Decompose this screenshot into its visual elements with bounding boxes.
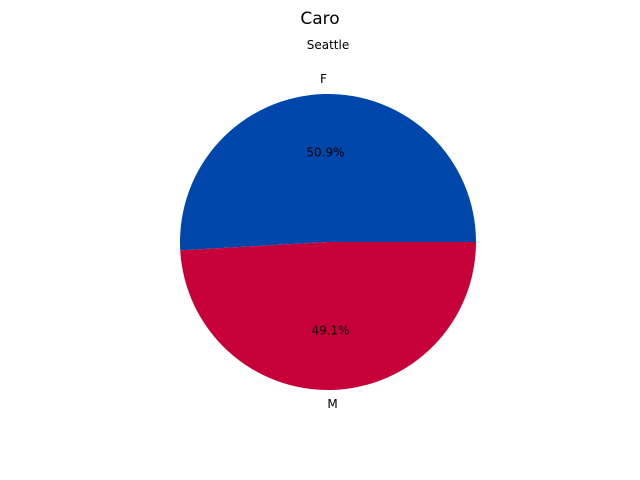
slice-label-m: M (327, 397, 337, 411)
percent-label-m: 49.1% (311, 323, 349, 337)
percent-label-f: 50.9% (306, 146, 344, 160)
pie-labels: F 50.9% M 49.1% (306, 72, 349, 411)
pie-slices (180, 94, 476, 391)
chart-title: Caro (300, 9, 339, 29)
pie-slice-m (180, 242, 476, 391)
slice-label-f: F (320, 72, 327, 86)
pie-slice-f (180, 94, 476, 251)
chart-subtitle: Seattle (307, 38, 349, 52)
